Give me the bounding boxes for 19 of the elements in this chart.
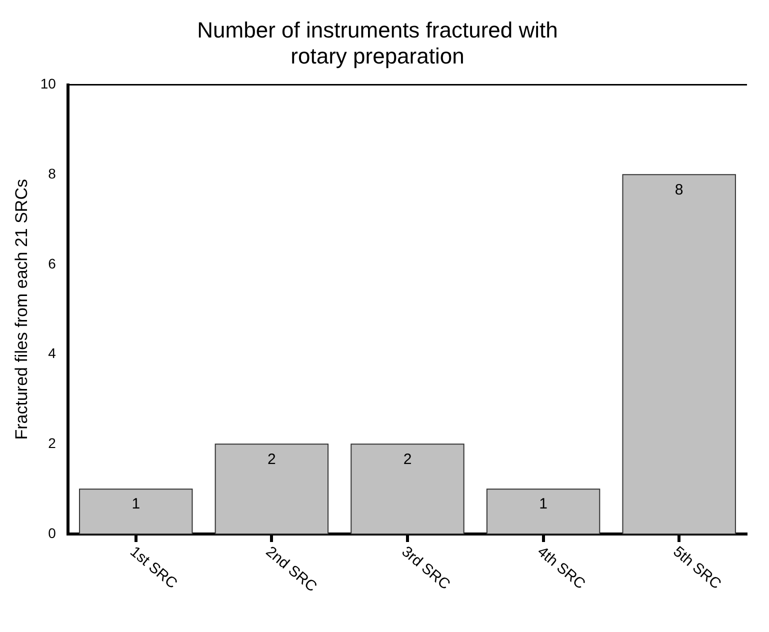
data-label: 2: [403, 450, 412, 468]
data-label: 2: [268, 450, 276, 468]
x-tick-label: 5th SRC: [670, 543, 724, 593]
y-tick-label: 6: [48, 255, 56, 272]
x-tick-label: 3rd SRC: [398, 543, 454, 594]
y-tick-label: 10: [40, 76, 56, 92]
y-tick-label: 8: [48, 166, 56, 182]
y-axis-title: Fractured files from each 21 SRCs: [12, 179, 31, 440]
data-label: 1: [132, 496, 140, 513]
x-tick-label: 1st SRC: [126, 543, 180, 592]
y-tick-label: 0: [48, 524, 56, 541]
data-label: 8: [674, 181, 684, 198]
x-tick-label: 2nd SRC: [262, 543, 320, 596]
x-tick-label: 4th SRC: [534, 543, 589, 593]
text: Number of instruments fractured with: [197, 17, 558, 42]
data-label: 1: [539, 496, 548, 513]
y-tick-label: 4: [48, 345, 56, 362]
text: rotary preparation: [290, 44, 464, 69]
y-tick-label: 2: [48, 435, 56, 452]
